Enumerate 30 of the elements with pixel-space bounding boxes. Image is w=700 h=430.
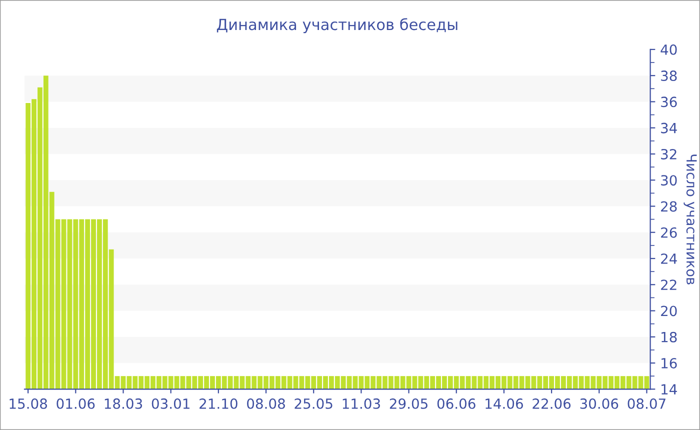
x-tick-label: 25.05	[294, 398, 332, 409]
chart-title: Динамика участников беседы	[216, 18, 458, 34]
x-tick-label: 11.03	[342, 398, 380, 409]
x-tick-label: 30.06	[580, 398, 618, 409]
x-tick-label: 22.06	[532, 398, 571, 409]
y-tick-label: 22	[661, 280, 676, 290]
x-tick-label: 01.06	[56, 398, 95, 409]
y-tick-label: 26	[661, 227, 677, 238]
y-tick-label: 36	[661, 96, 677, 108]
y-tick-label: 28	[661, 201, 677, 212]
y-tick-label: 24	[661, 253, 677, 264]
y-tick-label: 16	[662, 358, 677, 368]
y-axis-title: Число участников	[684, 154, 697, 284]
x-tick-label: 29.05	[390, 398, 428, 409]
y-tick-label: 14	[662, 384, 677, 394]
y-tick-label: 30	[661, 175, 677, 186]
y-tick-label: 20	[661, 306, 677, 316]
x-tick-label: 08.07	[628, 398, 666, 409]
y-tick-label: 18	[662, 332, 677, 342]
x-tick-label: 03.01	[152, 398, 190, 409]
x-tick-label: 08.08	[247, 398, 285, 409]
x-tick-label: 15.08	[10, 398, 47, 409]
x-tick-label: 14.06	[486, 398, 523, 409]
x-tick-label: 21.10	[200, 398, 238, 409]
y-tick-label: 40	[660, 44, 677, 55]
y-tick-label: 34	[661, 122, 677, 134]
y-tick-label: 38	[661, 70, 677, 82]
x-tick-label: 06.06	[437, 398, 476, 409]
y-tick-label: 32	[661, 148, 676, 160]
x-tick-label: 18.03	[104, 398, 142, 409]
